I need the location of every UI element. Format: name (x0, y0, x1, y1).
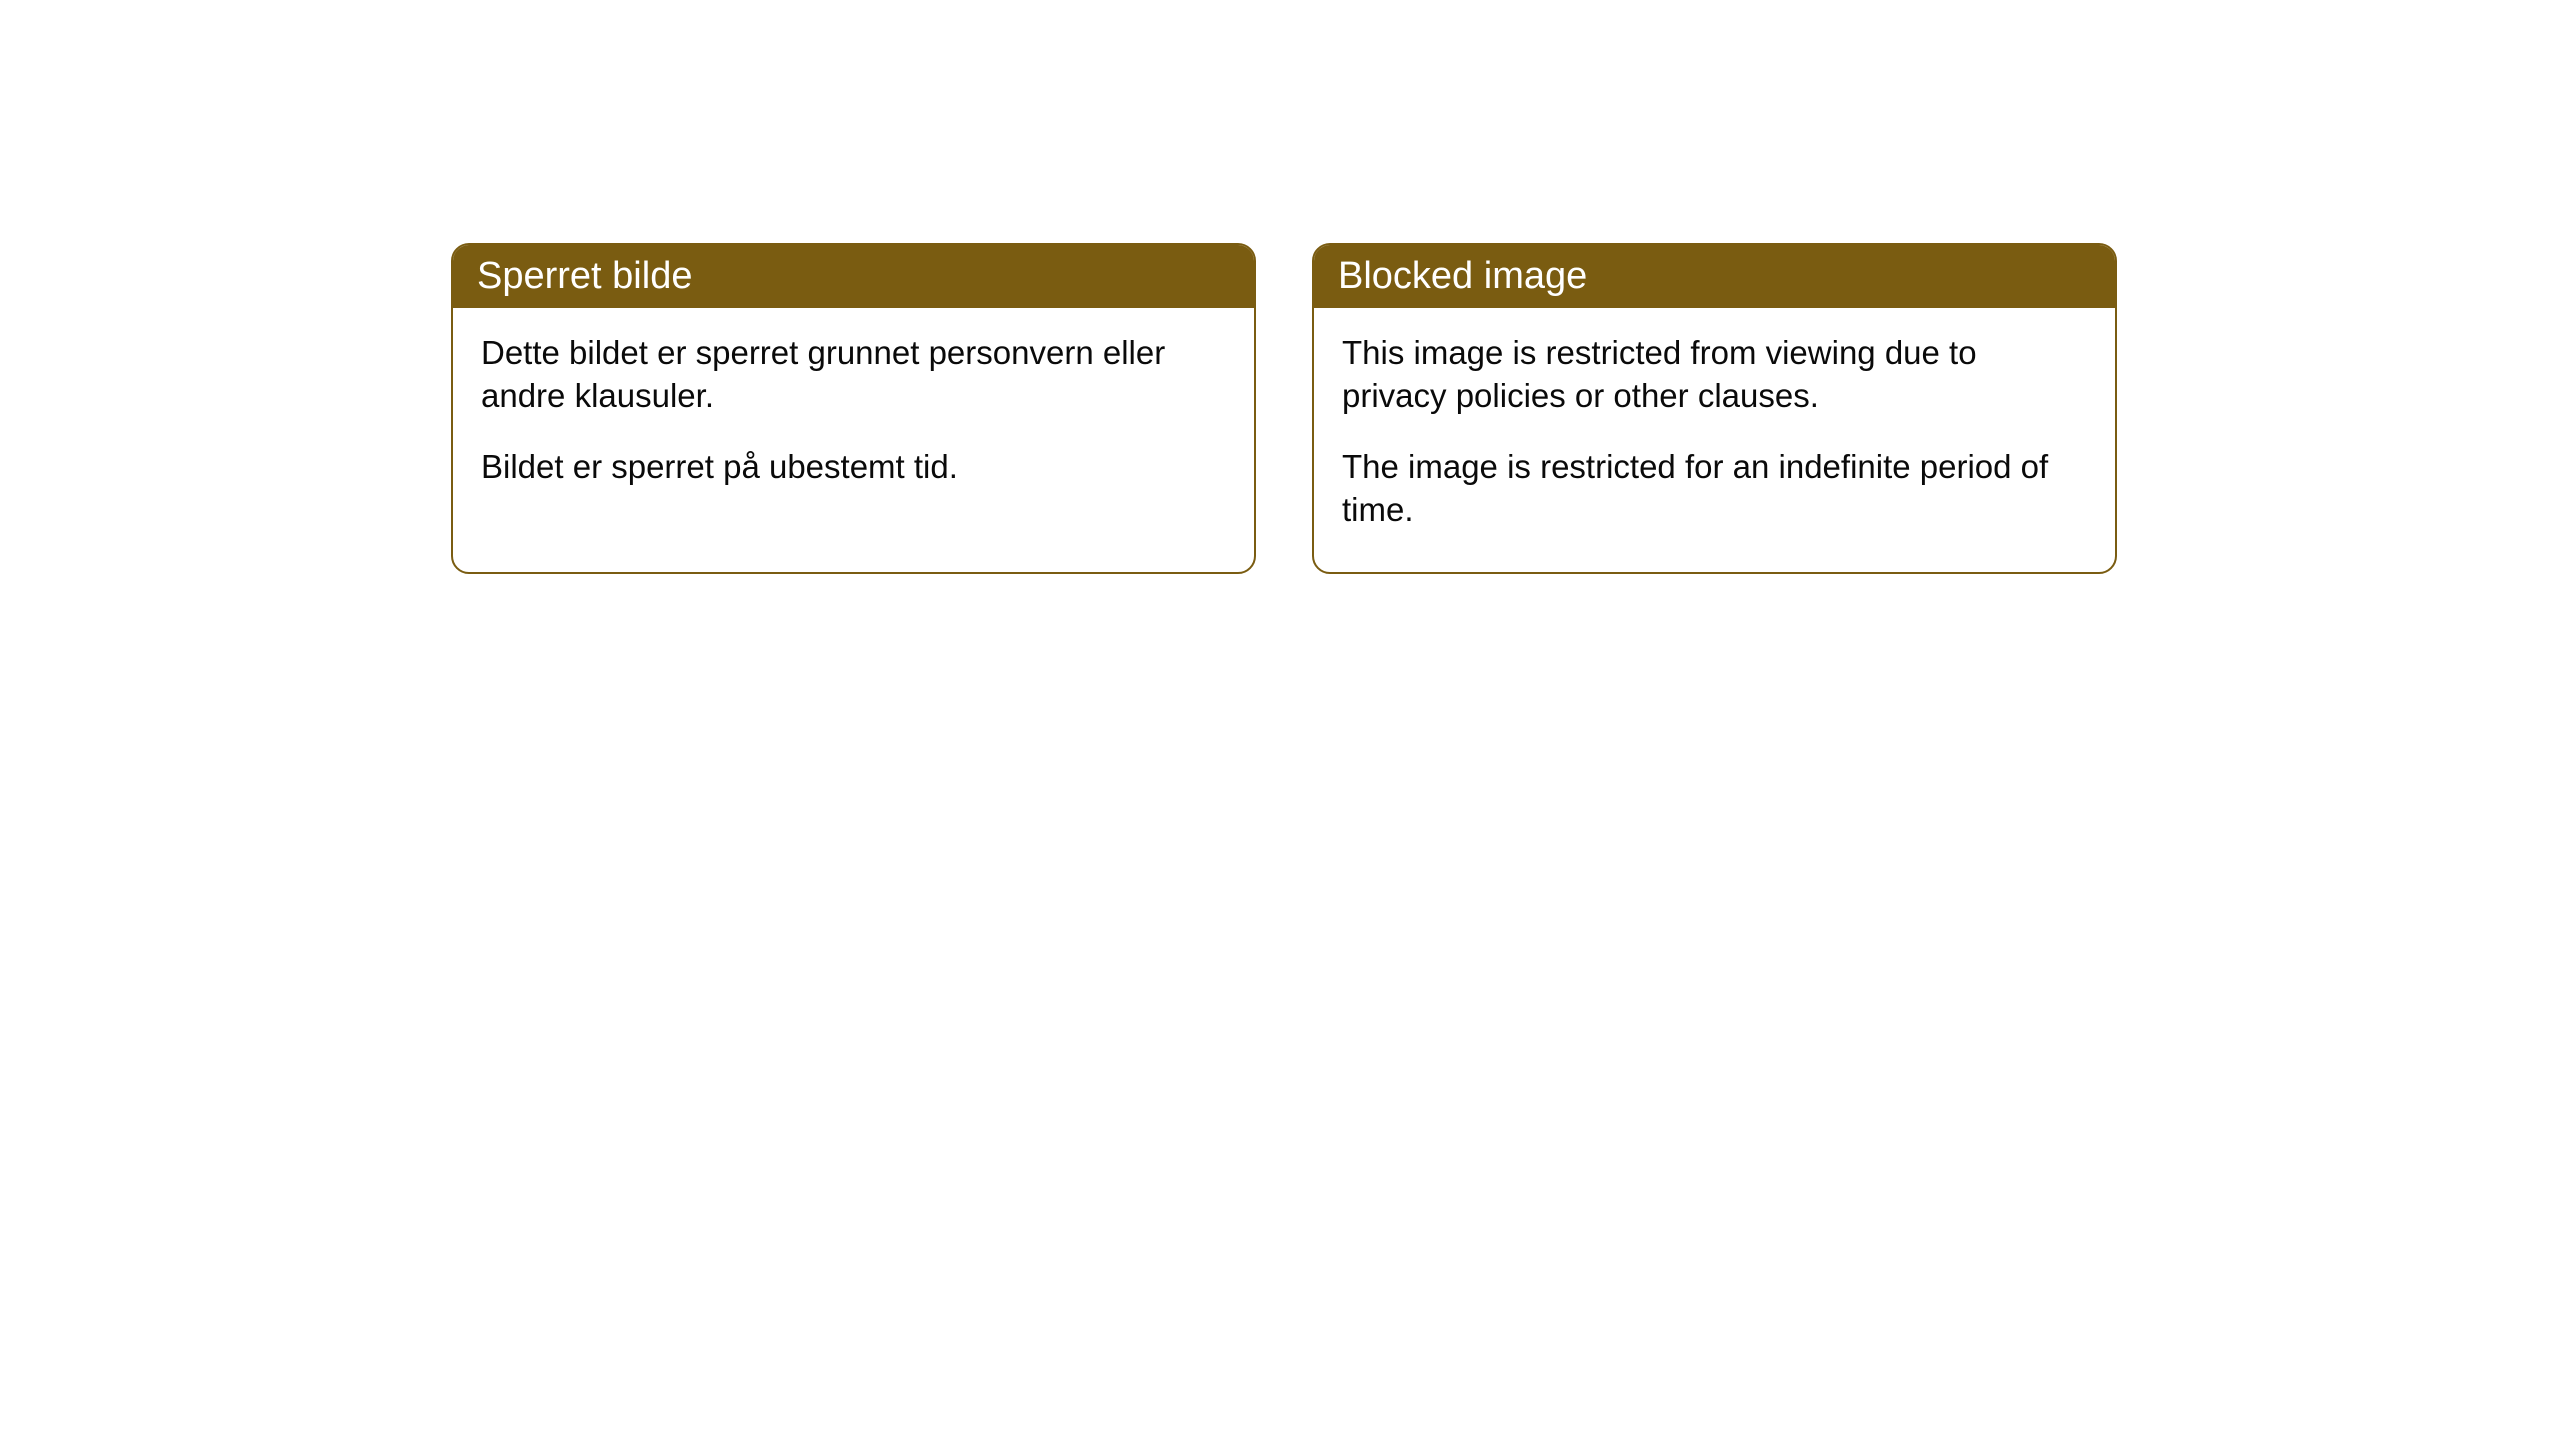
notice-container: Sperret bilde Dette bildet er sperret gr… (0, 0, 2560, 574)
notice-header-english: Blocked image (1314, 245, 2115, 308)
notice-header-norwegian: Sperret bilde (453, 245, 1254, 308)
notice-card-english: Blocked image This image is restricted f… (1312, 243, 2117, 574)
notice-text-1: This image is restricted from viewing du… (1342, 332, 2087, 418)
notice-text-1: Dette bildet er sperret grunnet personve… (481, 332, 1226, 418)
notice-text-2: Bildet er sperret på ubestemt tid. (481, 446, 1226, 489)
notice-body-norwegian: Dette bildet er sperret grunnet personve… (453, 308, 1254, 529)
notice-text-2: The image is restricted for an indefinit… (1342, 446, 2087, 532)
notice-card-norwegian: Sperret bilde Dette bildet er sperret gr… (451, 243, 1256, 574)
notice-body-english: This image is restricted from viewing du… (1314, 308, 2115, 572)
